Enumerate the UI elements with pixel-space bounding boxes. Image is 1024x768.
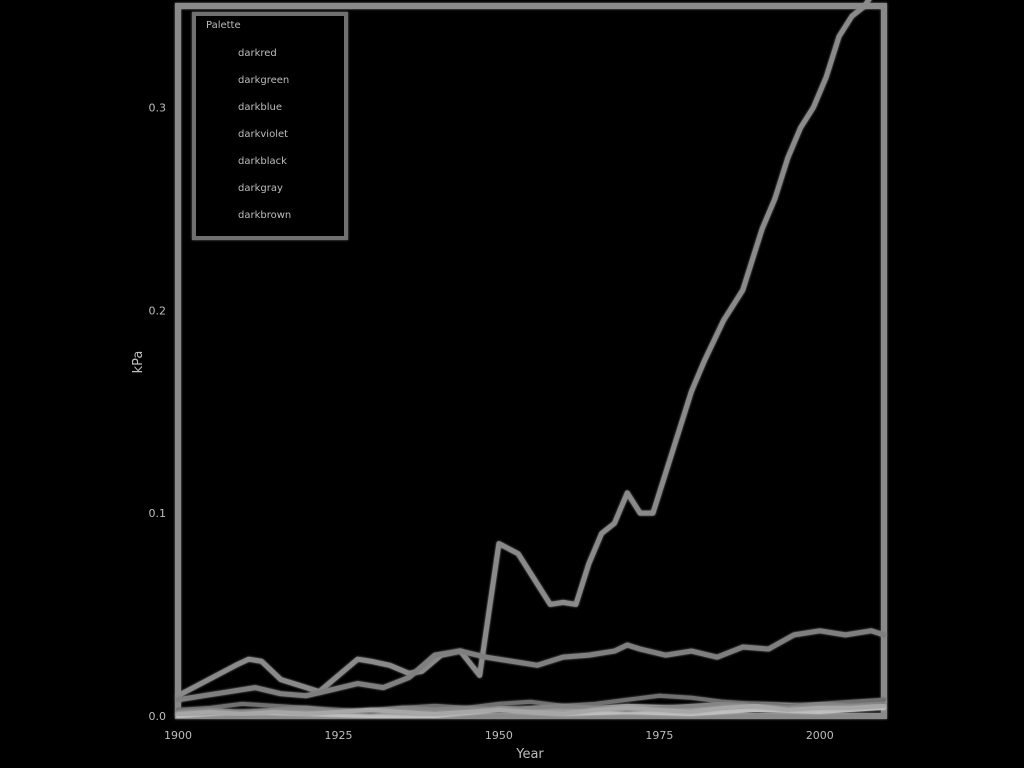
x-tick-label: 1925 (324, 729, 352, 742)
legend-items: darkred darkgreen darkblue darkviolet darkbl… (204, 48, 291, 221)
series-layer (175, 0, 887, 718)
legend-label-darkgray: darkgray (238, 183, 283, 194)
legend: Palette darkred darkgreen darkblue darkviol… (192, 12, 348, 240)
legend-label-darkred: darkred (238, 48, 277, 59)
legend-label-darkblack: darkblack (238, 156, 287, 167)
x-tick-label: 1950 (485, 729, 513, 742)
x-tick-label: 1900 (164, 729, 192, 742)
series-line-darkbrown (176, 703, 886, 716)
y-tick-label: 0.0 (149, 710, 167, 723)
y-tick-label: 0.2 (149, 304, 167, 317)
x-axis-label: Year (515, 747, 544, 762)
series-line-darkblue (175, 628, 887, 703)
x-tick-label: 1975 (645, 729, 673, 742)
x-tick-label: 2000 (806, 729, 834, 742)
legend-label-darkblue: darkblue (238, 102, 282, 113)
legend-label-darkviolet: darkviolet (238, 129, 288, 140)
plot-frame (175, 3, 887, 719)
y-tick-label: 0.3 (149, 101, 167, 114)
y-axis-ticks: 0.0 0.1 0.2 0.3 (149, 101, 184, 723)
y-tick-label: 0.1 (149, 507, 167, 520)
y-axis-label: kPa (131, 351, 146, 374)
series-line-darkred (175, 0, 872, 699)
legend-label-darkbrown: darkbrown (238, 210, 291, 221)
legend-title: Palette (206, 20, 241, 31)
legend-label-darkgreen: darkgreen (238, 75, 289, 86)
